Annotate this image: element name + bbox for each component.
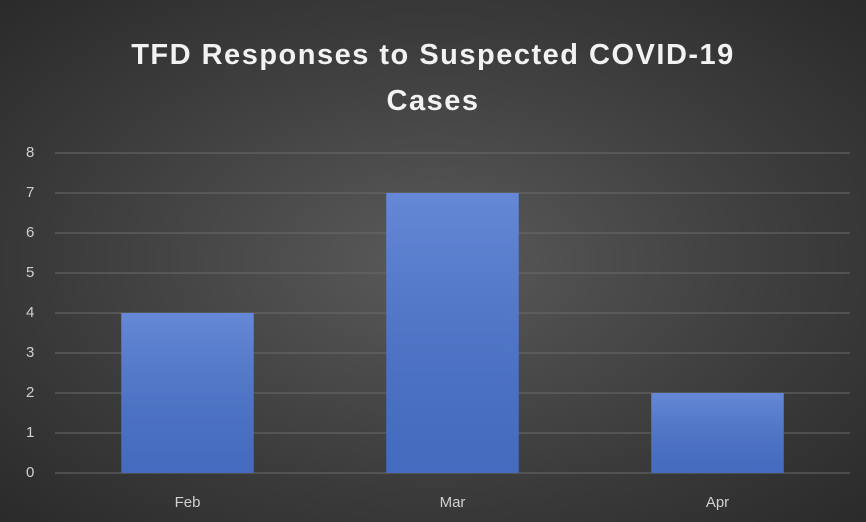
y-tick-label: 5 <box>26 264 34 281</box>
chart-title: TFD Responses to Suspected COVID-19 Case… <box>131 39 735 117</box>
y-tick-label: 1 <box>26 424 34 441</box>
bar <box>386 193 519 473</box>
x-tick-label: Mar <box>440 494 466 511</box>
bar <box>651 393 784 473</box>
x-tick-label: Feb <box>175 494 201 511</box>
y-tick-label: 3 <box>26 344 34 361</box>
y-tick-label: 2 <box>26 384 34 401</box>
y-tick-label: 8 <box>26 144 34 161</box>
x-tick-label: Apr <box>706 494 729 511</box>
y-tick-label: 7 <box>26 184 34 201</box>
y-tick-label: 0 <box>26 464 34 481</box>
bar <box>121 313 254 473</box>
y-tick-label: 6 <box>26 224 34 241</box>
y-tick-label: 4 <box>26 304 34 321</box>
